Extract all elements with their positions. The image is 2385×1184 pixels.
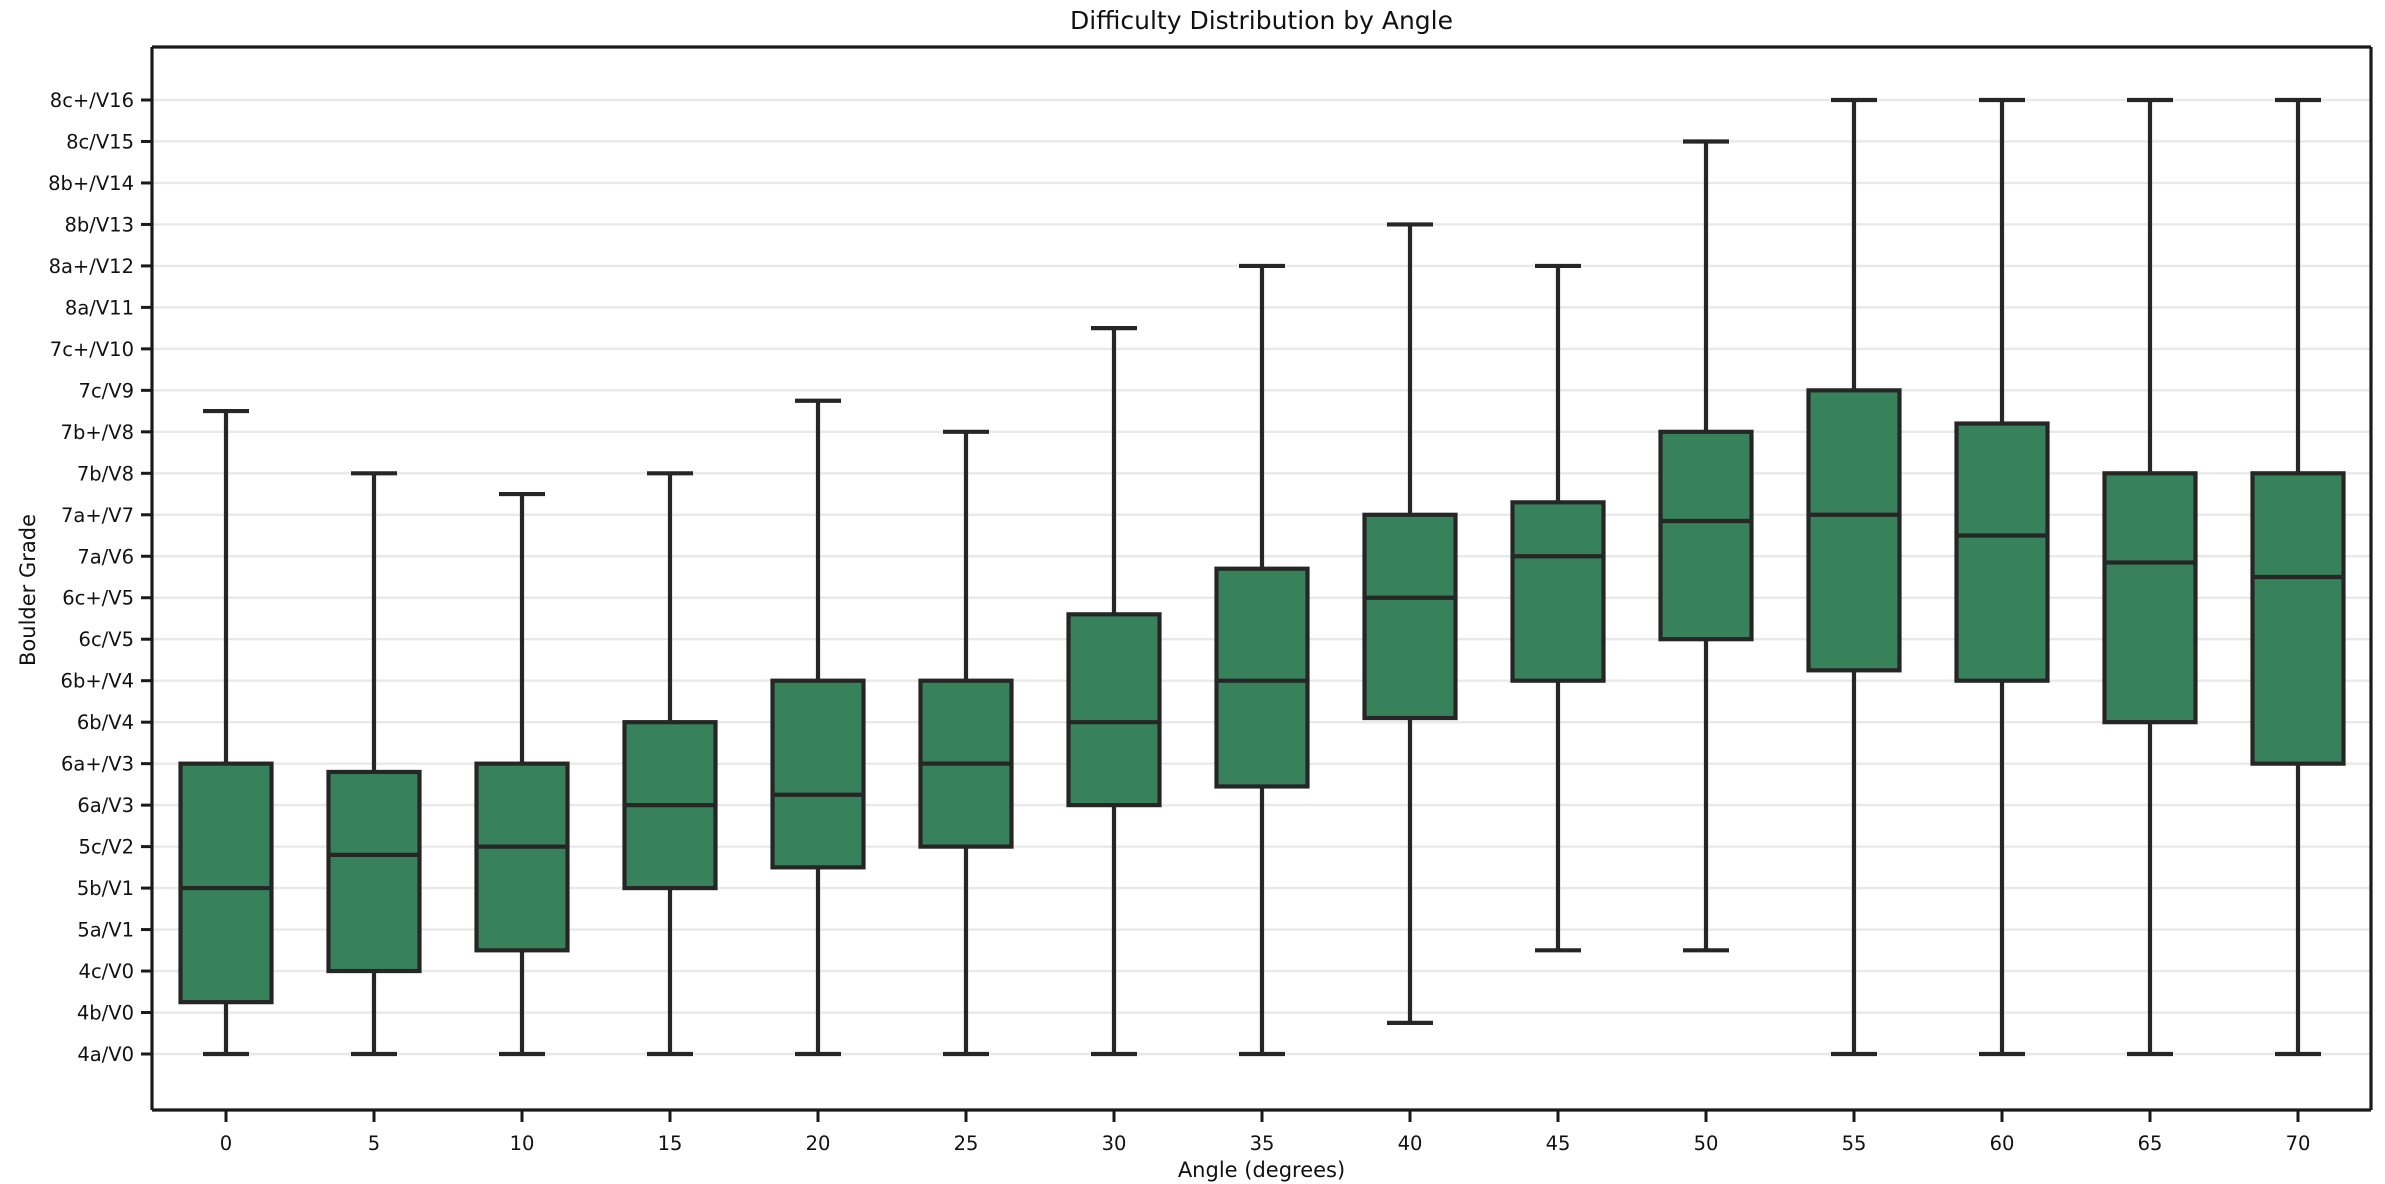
x-tick-label: 5: [368, 1132, 380, 1155]
y-tick-label: 6b+/V4: [61, 670, 134, 693]
box-15deg: [622, 471, 718, 1057]
box-55deg: [1806, 97, 1902, 1057]
y-tick-label: 6b/V4: [77, 711, 134, 734]
y-tick-label: 4b/V0: [77, 1002, 134, 1025]
box-45deg: [1510, 263, 1606, 953]
y-tick-label: 8a+/V12: [49, 255, 134, 278]
chart-title: Difficulty Distribution by Angle: [1070, 6, 1453, 35]
iqr-box: [1362, 512, 1458, 721]
box-20deg: [770, 398, 866, 1057]
box-5deg: [326, 471, 422, 1057]
x-tick-label: 0: [220, 1132, 232, 1155]
iqr-box: [1954, 421, 2050, 683]
box-30deg: [1066, 326, 1162, 1057]
y-tick-label: 5a/V1: [77, 919, 134, 942]
box-60deg: [1954, 97, 2050, 1057]
x-tick-label: 40: [1398, 1132, 1423, 1155]
y-tick-label: 7a+/V7: [61, 504, 134, 527]
x-tick-label: 70: [2286, 1132, 2311, 1155]
box-10deg: [474, 491, 570, 1057]
iqr-box: [2250, 471, 2346, 766]
y-tick-label: 6c+/V5: [62, 587, 134, 610]
iqr-box: [178, 761, 274, 1005]
iqr-box: [1510, 500, 1606, 683]
box-40deg: [1362, 222, 1458, 1025]
box-65deg: [2102, 97, 2198, 1057]
y-tick-label: 8c/V15: [66, 130, 134, 153]
x-tick-label: 15: [658, 1132, 683, 1155]
iqr-box: [1806, 388, 1902, 673]
y-tick-label: 7b/V8: [77, 462, 134, 485]
y-tick-label: 6c/V5: [79, 628, 134, 651]
y-tick-label: 4a/V0: [77, 1043, 134, 1066]
x-axis-label: Angle (degrees): [1177, 1158, 1346, 1182]
y-tick-label: 8b+/V14: [48, 172, 134, 195]
x-tick-label: 35: [1250, 1132, 1275, 1155]
y-tick-label: 4c/V0: [79, 960, 134, 983]
x-tick-label: 65: [2138, 1132, 2163, 1155]
iqr-box: [474, 761, 570, 953]
iqr-box: [1658, 429, 1754, 642]
x-tick-label: 30: [1102, 1132, 1127, 1155]
y-tick-label: 8b/V13: [64, 213, 134, 236]
box-35deg: [1214, 263, 1310, 1057]
x-tick-label: 45: [1546, 1132, 1571, 1155]
y-tick-label: 8a/V11: [65, 296, 134, 319]
y-tick-label: 6a+/V3: [61, 753, 134, 776]
y-tick-label: 7c+/V10: [50, 338, 134, 361]
y-tick-label: 6a/V3: [77, 794, 134, 817]
y-tick-label: 8c+/V16: [50, 89, 134, 112]
iqr-box: [770, 678, 866, 870]
iqr-box: [1066, 612, 1162, 808]
y-tick-label: 5c/V2: [79, 836, 134, 859]
x-tick-label: 25: [954, 1132, 979, 1155]
y-tick-label: 7c/V9: [79, 379, 134, 402]
x-tick-label: 55: [1842, 1132, 1867, 1155]
x-tick-label: 20: [806, 1132, 831, 1155]
x-tick-label: 10: [510, 1132, 535, 1155]
iqr-box: [2102, 471, 2198, 725]
y-tick-label: 7b+/V8: [61, 421, 134, 444]
box-25deg: [918, 429, 1014, 1057]
y-tick-label: 7a/V6: [77, 545, 134, 568]
y-axis-label: Boulder Grade: [16, 514, 40, 666]
box-50deg: [1658, 139, 1754, 953]
x-tick-label: 60: [1990, 1132, 2015, 1155]
y-tick-label: 5b/V1: [77, 877, 134, 900]
box-0deg: [178, 408, 274, 1057]
iqr-box: [326, 769, 422, 974]
box-70deg: [2250, 97, 2346, 1057]
iqr-box: [1214, 566, 1310, 789]
x-tick-label: 50: [1694, 1132, 1719, 1155]
